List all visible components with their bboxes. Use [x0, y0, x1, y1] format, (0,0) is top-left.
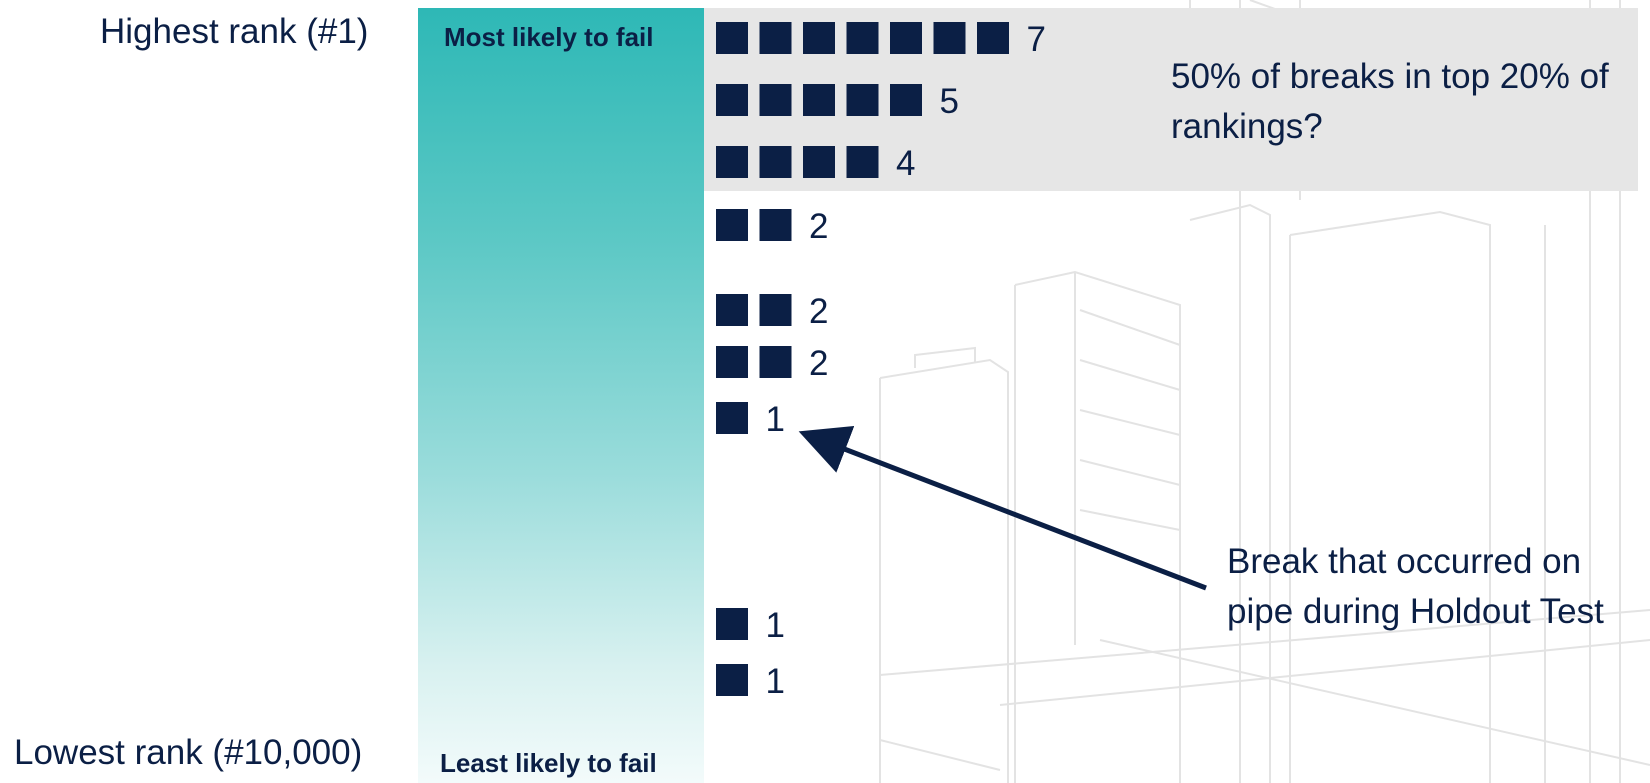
break-marker-square [890, 84, 922, 116]
break-marker-square [803, 84, 835, 116]
break-marker-square [716, 294, 748, 326]
most-likely-label: Most likely to fail [444, 22, 654, 52]
break-count-label: 7 [1027, 20, 1046, 59]
break-marker-square [977, 22, 1009, 54]
break-marker-square [759, 294, 792, 326]
break-count-label: 4 [896, 144, 915, 183]
break-marker-square [716, 608, 748, 640]
break-count-label: 2 [809, 292, 828, 331]
break-marker-square [716, 209, 748, 241]
break-marker-square [716, 84, 748, 116]
break-count-label: 1 [766, 400, 785, 439]
break-marker-square [716, 22, 748, 54]
break-marker-square [759, 84, 792, 116]
break-marker-square [716, 402, 748, 434]
break-marker-square [759, 22, 792, 54]
break-marker-square [716, 664, 748, 696]
break-count-label: 2 [809, 344, 828, 383]
lowest-rank-label: Lowest rank (#10,000) [14, 733, 363, 772]
annotation-arrow [798, 426, 1207, 591]
annotation-text: Break that occurred on pipe during Holdo… [1227, 542, 1604, 631]
break-marker-square [890, 22, 922, 54]
break-count-label: 1 [766, 662, 785, 701]
break-marker-square [716, 146, 748, 178]
highest-rank-label: Highest rank (#1) [100, 12, 369, 51]
highlight-question: 50% of breaks in top 20% of rankings? [1171, 57, 1609, 146]
break-marker-square [846, 84, 879, 116]
break-marker-square [803, 146, 835, 178]
break-marker-square [759, 346, 792, 378]
break-marker-square [933, 22, 966, 54]
least-likely-label: Least likely to fail [440, 748, 657, 778]
break-marker-square [846, 22, 879, 54]
break-marker-square [759, 209, 792, 241]
break-marker-square [716, 346, 748, 378]
break-marker-square [759, 146, 792, 178]
break-marker-square [803, 22, 835, 54]
break-count-label: 1 [766, 606, 785, 645]
break-marker-square [846, 146, 879, 178]
likelihood-gradient-bar [418, 8, 704, 783]
break-count-label: 5 [940, 82, 959, 121]
break-count-label: 2 [809, 207, 828, 246]
